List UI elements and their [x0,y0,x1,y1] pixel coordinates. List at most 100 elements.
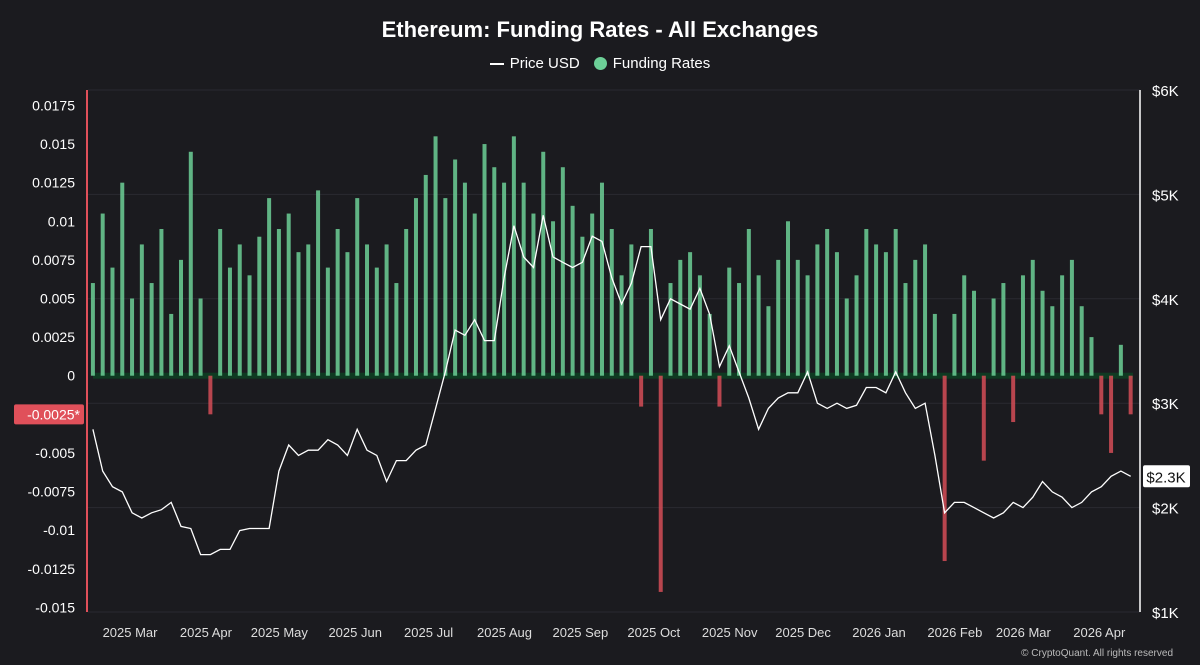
left-axis-tick-label: -0.01 [43,522,75,538]
funding-bar [218,228,223,376]
funding-bar [276,228,281,376]
current-price-badge [1143,465,1190,488]
funding-bar [1099,375,1104,415]
funding-bar [874,244,879,376]
funding-bar [345,252,350,376]
x-axis-tick-label: 2026 Apr [1073,625,1126,640]
funding-bar [923,244,928,376]
left-axis-tick-label: 0.015 [40,136,75,152]
legend-funding[interactable]: Funding Rates [593,55,711,72]
funding-bar [169,313,174,376]
x-axis-tick-label: 2025 Jul [404,625,453,640]
x-axis-tick-label: 2025 Jun [328,625,382,640]
funding-bar [834,252,839,376]
right-axis-tick-label: $5K [1152,187,1179,204]
funding-bar [384,244,389,376]
funding-bar [541,151,546,376]
left-axis-highlight-label: -0.0025* [27,406,80,422]
legend-price[interactable]: Price USD [489,55,580,72]
funding-bar [257,236,262,376]
right-axis-tick-label: $3K [1152,396,1179,413]
funding-bar [521,182,526,376]
funding-bar [560,167,565,376]
funding-bar [737,283,742,376]
funding-bar [394,283,399,376]
funding-bar [609,228,614,376]
funding-bar [423,174,428,376]
funding-bar [815,244,820,376]
x-axis-tick-label: 2025 Mar [103,625,159,640]
funding-bar [325,267,330,376]
funding-bar [678,259,683,376]
funding-bar [433,136,438,376]
x-axis-tick-label: 2025 May [251,625,309,640]
funding-bar [1050,306,1055,376]
funding-bar [991,298,996,376]
funding-bar [962,275,967,376]
funding-bar [981,375,986,461]
x-axis-tick-label: 2025 Nov [702,625,758,640]
funding-bar [639,375,644,407]
funding-bar [952,313,957,376]
left-axis-tick-label: -0.0075 [28,484,76,500]
current-price-label: $2.3K [1146,469,1185,486]
left-axis-tick-label: 0.0175 [32,97,75,113]
right-axis-tick-label: $4K [1152,292,1179,309]
funding-bar [1040,290,1045,376]
funding-bar [854,275,859,376]
funding-bar [1128,375,1133,415]
funding-bar [551,221,556,376]
legend: Price USD Funding Rates [0,55,1200,72]
funding-bar [286,213,291,376]
funding-bar [629,244,634,376]
funding-bar [247,275,252,376]
funding-bar [139,244,144,376]
funding-bar [149,283,154,376]
funding-bar [296,252,301,376]
funding-bar [795,259,800,376]
funding-bar [1118,344,1123,376]
funding-bar [374,267,379,376]
funding-bar [932,313,937,376]
funding-bar [697,275,702,376]
funding-bar [776,259,781,376]
funding-bar [316,190,321,376]
funding-bar [648,228,653,376]
funding-bar [913,259,918,376]
funding-bar [688,252,693,376]
funding-bar [462,182,467,376]
left-axis-tick-label: 0 [67,368,75,384]
funding-bar [756,275,761,376]
funding-bar [1030,259,1035,376]
funding-bar [110,267,115,376]
funding-bar [825,228,830,376]
funding-bar [511,136,516,376]
funding-bar [903,283,908,376]
funding-bar [492,167,497,376]
right-axis-tick-label: $6K [1152,83,1179,100]
copyright-footer: © CryptoQuant. All rights reserved [1021,648,1173,659]
price-line [92,215,1132,556]
funding-bar [120,182,125,376]
x-axis-tick-label: 2026 Jan [852,625,906,640]
funding-bar [727,267,732,376]
funding-bar [1011,375,1016,423]
left-axis-tick-label: 0.0075 [32,252,75,268]
x-axis-tick-label: 2025 Dec [775,625,831,640]
left-axis-tick-label: -0.0125 [28,561,76,577]
current-funding-badge [14,404,84,425]
funding-bar [972,290,977,376]
funding-bar [100,213,105,376]
x-axis-tick-label: 2026 Mar [996,625,1052,640]
funding-bar [227,267,232,376]
funding-bar [443,198,448,376]
funding-bar [1089,337,1094,376]
funding-bar [619,275,624,376]
legend-funding-label: Funding Rates [612,55,711,72]
funding-bar [707,313,712,376]
funding-bar [590,213,595,376]
left-axis-tick-label: -0.015 [35,599,75,615]
funding-bar [365,244,370,376]
funding-bar [883,252,888,376]
